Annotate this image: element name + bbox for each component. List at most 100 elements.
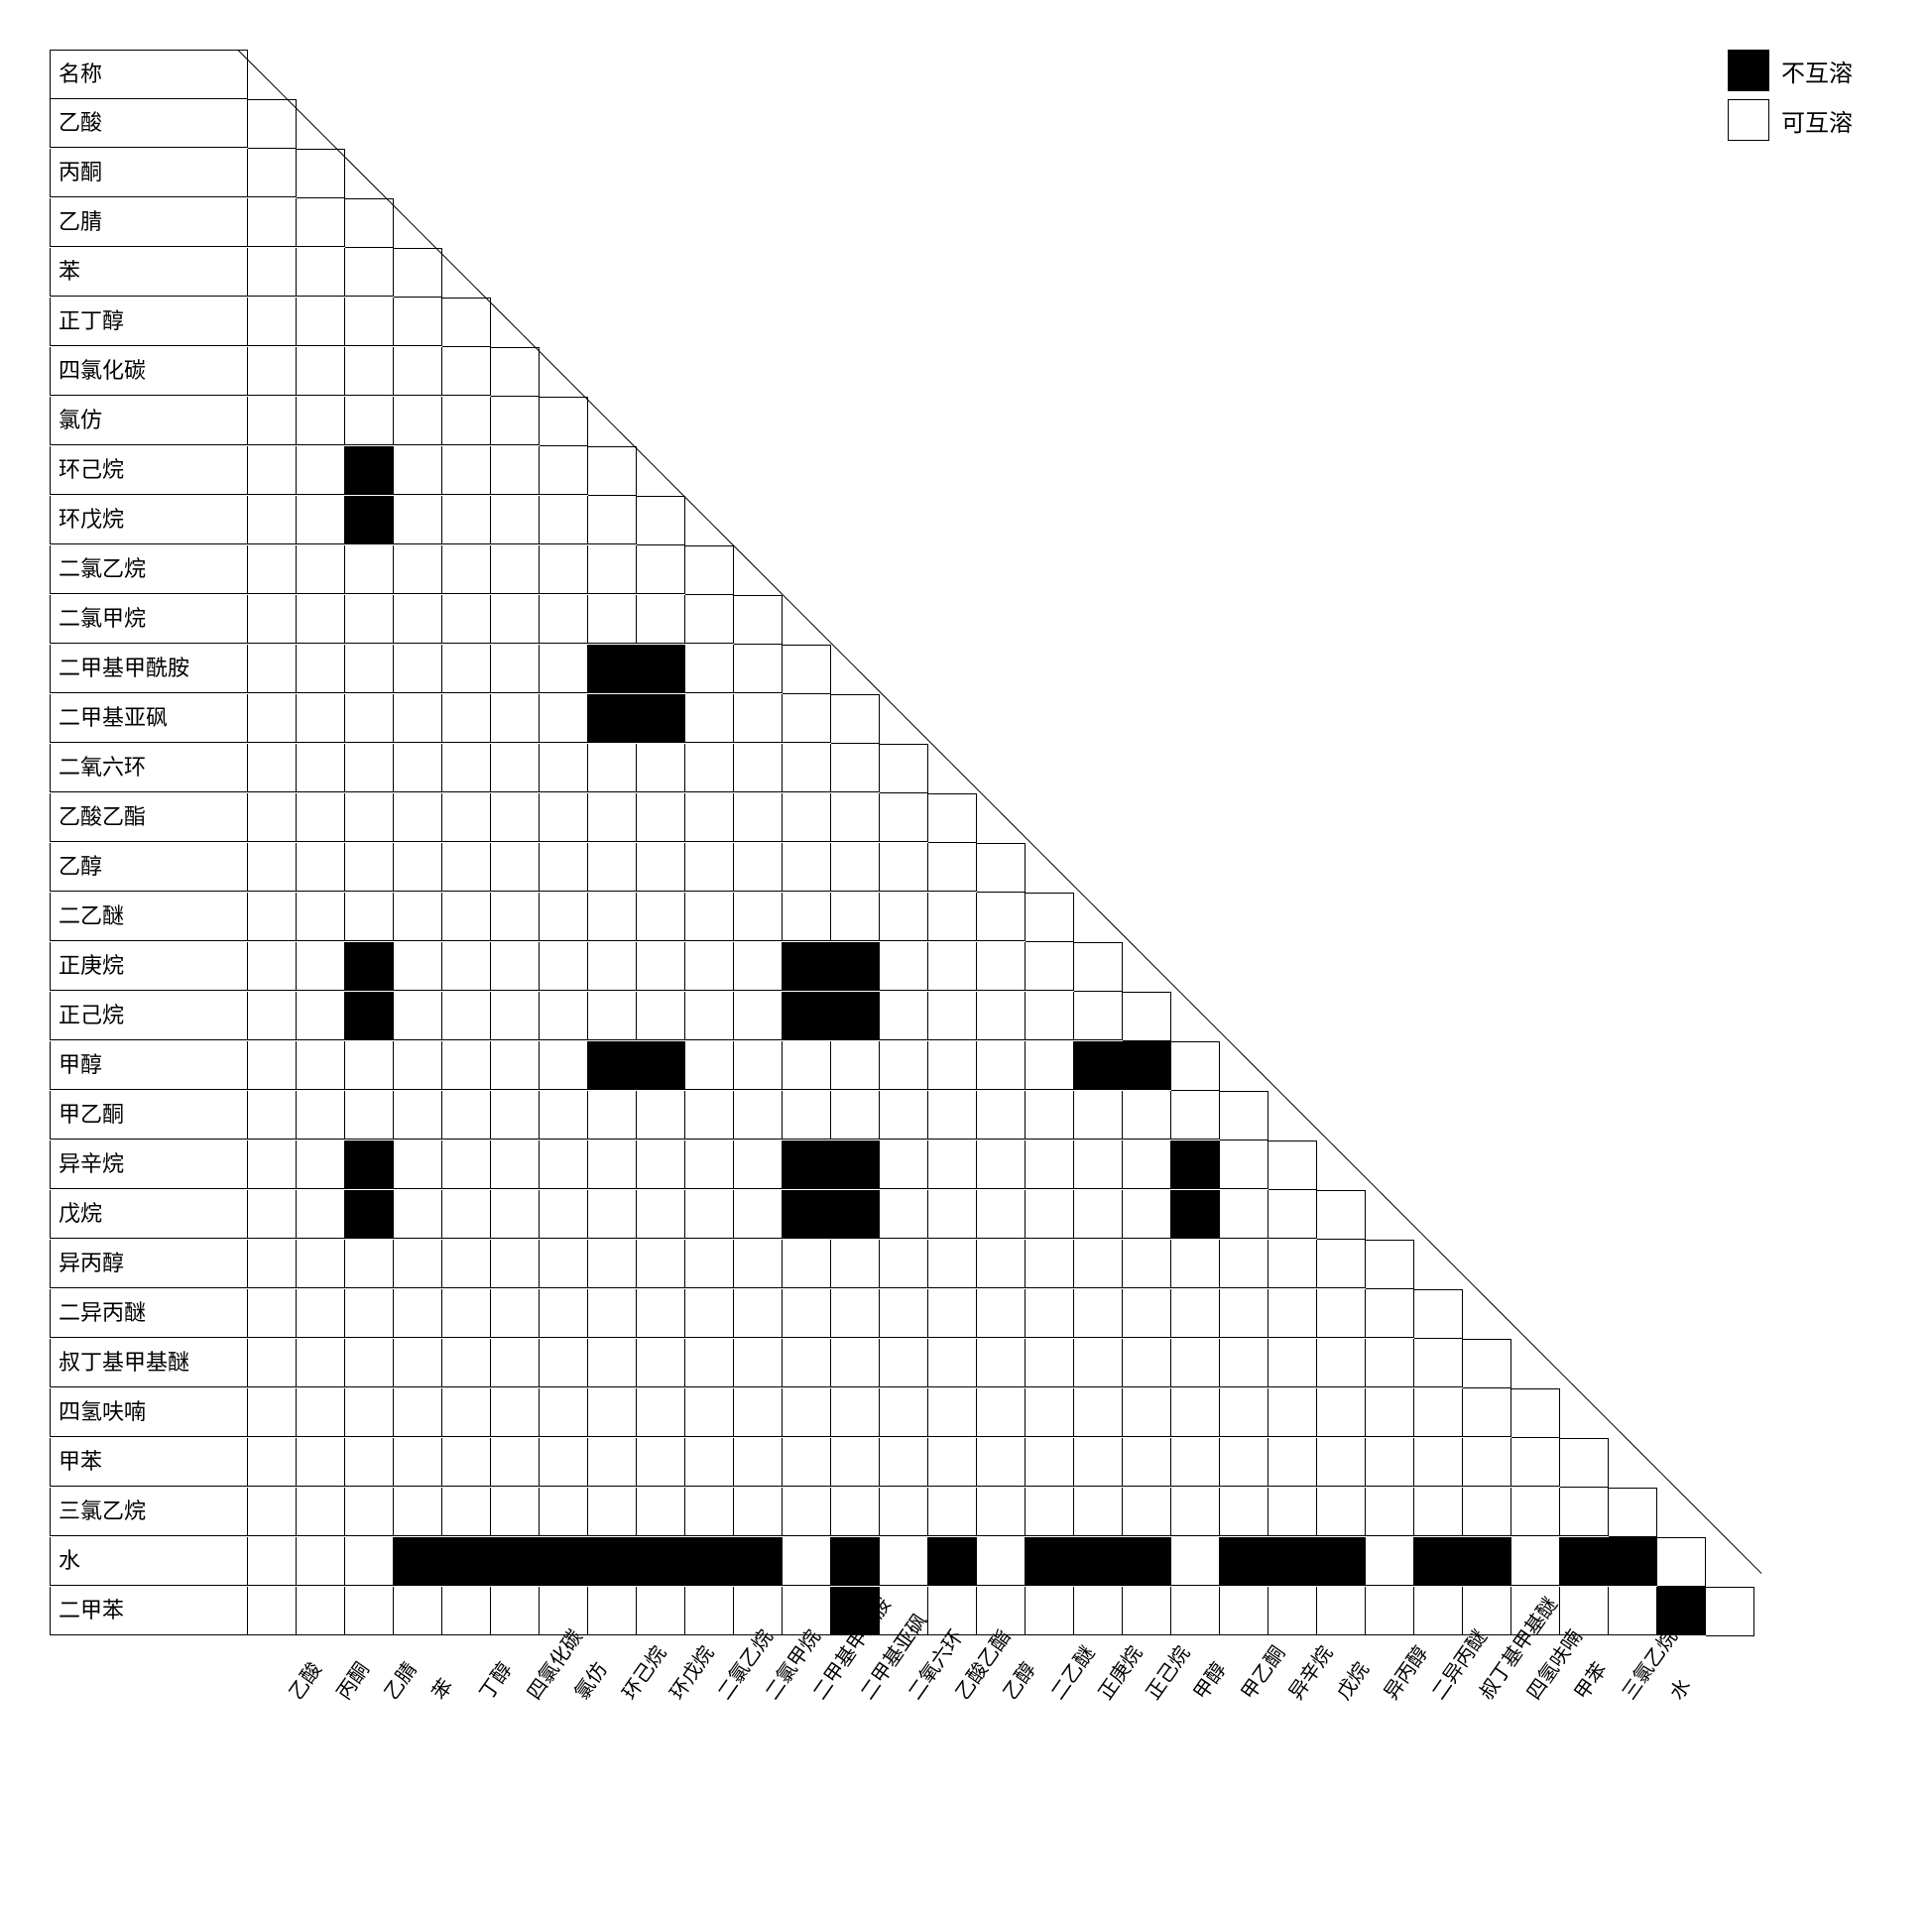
matrix-cell [442,1388,491,1437]
matrix-cell [540,1190,588,1239]
matrix-cell [637,1438,685,1487]
matrix-cell [1268,1240,1317,1288]
matrix-cell [540,1141,588,1189]
matrix-cell [783,645,831,694]
matrix-cell [394,545,442,594]
matrix-cell [248,992,297,1040]
matrix-cell [248,446,297,495]
matrix-cell [685,1388,734,1437]
matrix-cell [345,744,394,792]
col-label: 二乙醚 [1042,1639,1100,1705]
matrix-cell [685,1587,734,1635]
col-label: 丁醇 [471,1655,518,1704]
matrix-cell [394,1091,442,1140]
matrix-cell [491,496,540,544]
matrix-cell [1463,1388,1511,1437]
matrix-cell [540,496,588,544]
matrix-cell [637,843,685,892]
row-label: 乙酸 [50,99,248,148]
matrix-cell [831,1041,880,1090]
matrix-cell [734,645,783,693]
matrix-cell [977,942,1026,991]
row-label: 二甲苯 [50,1587,248,1635]
matrix-cell [588,1240,637,1288]
matrix-cell [977,843,1026,893]
matrix-cell [880,1190,928,1239]
matrix-cell [345,1339,394,1387]
row-label: 乙酸乙酯 [50,793,248,842]
matrix-cell [1026,942,1074,991]
row-label: 甲醇 [50,1041,248,1090]
row-label: 氯仿 [50,397,248,445]
matrix-cell [588,992,637,1040]
matrix-cell [491,397,540,445]
matrix-cell [685,843,734,892]
matrix-cell [783,694,831,743]
matrix-cell [734,1141,783,1189]
matrix-cell [928,942,977,991]
matrix-cell [540,1240,588,1288]
matrix-cell [1220,1339,1268,1387]
miscibility-chart: 名称乙酸丙酮乙腈苯正丁醇四氯化碳氯仿环己烷环戊烷二氯乙烷二氯甲烷二甲基甲酰胺二甲… [50,50,1754,1636]
matrix-cell [297,1041,345,1090]
matrix-cell [345,942,394,991]
matrix-cell [685,1141,734,1189]
matrix-cell [1366,1289,1414,1338]
matrix-cell [880,1537,928,1586]
matrix-cell [637,595,685,644]
matrix-cell [1123,1388,1171,1437]
matrix-cell [345,1587,394,1635]
matrix-cell [1074,1587,1123,1635]
matrix-cell [540,992,588,1040]
matrix-cell [685,694,734,743]
matrix-cell [734,1091,783,1140]
matrix-cell [248,1240,297,1288]
matrix-cell [345,1388,394,1437]
matrix-cell [977,992,1026,1040]
matrix-cell [345,397,394,445]
matrix-cell [588,744,637,792]
matrix-cell [491,1488,540,1536]
matrix-cell [442,298,491,347]
matrix-cell [734,1438,783,1487]
matrix-cell [248,1587,297,1635]
matrix-cell [1317,1587,1366,1635]
matrix-cell [1268,1537,1317,1586]
matrix-cell [880,744,928,793]
matrix-cell [491,1141,540,1189]
matrix-cell [491,446,540,495]
matrix-cell [1123,1240,1171,1288]
matrix-cell [248,248,297,297]
matrix-cell [297,149,345,198]
matrix-cell [345,347,394,396]
row-label: 二氯甲烷 [50,595,248,644]
matrix-cell [637,744,685,792]
matrix-cell [394,942,442,991]
matrix-cell [783,843,831,892]
matrix-cell [831,1240,880,1288]
matrix-cell [1268,1587,1317,1635]
matrix-cell [540,1537,588,1586]
matrix-cell [1511,1537,1560,1586]
matrix-cell [394,595,442,644]
matrix-cell [540,1388,588,1437]
matrix-cell [1268,1339,1317,1387]
matrix-cell [491,1339,540,1387]
matrix-cell [734,1388,783,1437]
matrix-cell [880,992,928,1040]
matrix-cell [1366,1388,1414,1437]
row-label: 正庚烷 [50,942,248,991]
matrix-cell [394,843,442,892]
matrix-cell [1074,942,1123,992]
matrix-cell [783,1339,831,1387]
matrix-cell [1123,1190,1171,1239]
matrix-cell [248,595,297,644]
matrix-cell [540,397,588,446]
matrix-cell [977,1438,1026,1487]
matrix-cell [734,1041,783,1090]
matrix-cell [1366,1339,1414,1387]
matrix-cell [1268,1388,1317,1437]
matrix-cell [248,1438,297,1487]
matrix-cell [637,1190,685,1239]
matrix-cell [1026,1041,1074,1090]
